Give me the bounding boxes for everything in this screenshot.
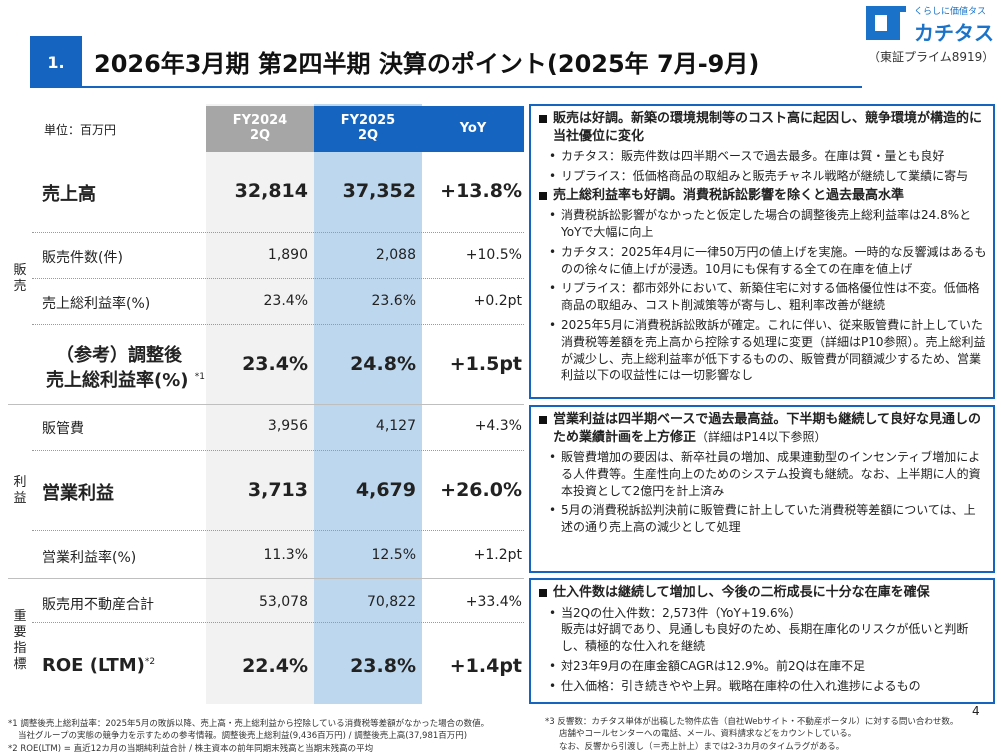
stock-listing: （東証プライム8919） — [868, 50, 995, 64]
footnotes-right: *3 反響数：カチタス単体が出稿した物件広告（自社Webサイト・不動産ポータル）… — [545, 717, 959, 752]
box-heading: 営業利益は四半期ベースで過去最高益。下半期も継続して良好な見通しのため業績計画を… — [537, 411, 987, 446]
bullet-item: 消費税訴訟影響がなかったと仮定した場合の調整後売上総利益率は24.8%とYoYで… — [537, 207, 987, 241]
value-yoy: +10.5% — [465, 247, 522, 263]
value-fy2025: 23.8% — [350, 655, 416, 677]
row-label: 売上総利益率(%) — [42, 296, 151, 312]
company-logo: くらしに価値タス カチタス — [860, 0, 1001, 50]
group-divider — [8, 578, 524, 579]
value-yoy: +1.2pt — [473, 547, 522, 563]
value-fy2024: 22.4% — [242, 655, 308, 677]
commentary-box-operating-income: 営業利益は四半期ベースで過去最高益。下半期も継続して良好な見通しのため業績計画を… — [529, 405, 995, 573]
row-label: ROE (LTM)*2 — [42, 655, 156, 676]
value-fy2024: 3,713 — [247, 479, 308, 501]
row-label: 売上高 — [42, 184, 96, 205]
bullet-item: カチタス：販売件数は四半期ベースで過去最多。在庫は質・量とも良好 — [537, 148, 987, 165]
box-heading: 販売は好調。新築の環境規制等のコスト高に起因し、競争環境が構造的に当社優位に変化 — [537, 110, 987, 145]
table-row-units-sold: 販売件数(件) 1,890 2,088 +10.5% — [32, 232, 524, 278]
bullet-item: 仕入価格：引き続きやや上昇。戦略在庫枠の仕入れ進捗によるもの — [537, 678, 987, 695]
row-label: 営業利益率(%) — [42, 550, 137, 566]
bullet-item: リプライス：低価格商品の取組みと販売チャネル戦略が継続して業績に寄与 — [537, 168, 987, 185]
logo-name: カチタス — [914, 21, 994, 45]
column-header-fy2024: FY2024 2Q — [206, 106, 314, 152]
commentary-box-sales: 販売は好調。新築の環境規制等のコスト高に起因し、競争環境が構造的に当社優位に変化… — [529, 104, 995, 399]
value-yoy: +4.3% — [474, 418, 522, 434]
table-row-gross-margin: 売上総利益率(%) 23.4% 23.6% +0.2pt — [32, 278, 524, 324]
financial-table: 単位：百万円 FY2024 2Q FY2025 2Q YoY 販 売 利 益 重… — [8, 104, 524, 704]
value-fy2024: 23.4% — [263, 293, 308, 309]
bullet-item: カチタス：2025年4月に一律50万円の値上げを実施。一時的な反響減はあるものの… — [537, 244, 987, 278]
table-row-operating-margin: 営業利益率(%) 11.3% 12.5% +1.2pt — [32, 530, 524, 578]
value-yoy: +33.4% — [465, 594, 522, 610]
group-label-profit: 利 益 — [13, 474, 27, 506]
bullet-continuation: 販売は好調であり、見通しも良好のため、長期在庫化のリスクが低いと判断し、積極的な… — [561, 622, 969, 654]
commentary-box-procurement: 仕入件数は継続して増加し、今後の二桁成長に十分な在庫を確保 当2Qの仕入件数：2… — [529, 578, 995, 704]
page-number: 4 — [972, 704, 980, 718]
row-label: 販管費 — [42, 421, 84, 437]
column-header-fy2025: FY2025 2Q — [314, 106, 422, 152]
table-row-adjusted-gross-margin: （参考）調整後 売上総利益率(%) *1 23.4% 24.8% +1.5pt — [32, 324, 524, 404]
bullet-item: リプライス：都市郊外において、新築住宅に対する価格優位性は不変。低価格商品の取組… — [537, 280, 987, 314]
value-fy2025: 70,822 — [367, 594, 416, 610]
value-yoy: +1.4pt — [449, 655, 522, 677]
group-label-key-metrics: 重 要 指 標 — [13, 608, 27, 673]
value-fy2024: 1,890 — [267, 247, 308, 263]
bullet-item: 5月の消費税訴訟判決前に販管費に計上していた消費税等差額については、上述の通り売… — [537, 502, 987, 536]
value-fy2024: 53,078 — [259, 594, 308, 610]
bullet-item: 対23年9月の在庫金額CAGRは12.9%。前2Qは在庫不足 — [537, 658, 987, 675]
unit-label: 単位：百万円 — [44, 123, 117, 137]
column-header-yoy: YoY — [422, 106, 524, 152]
value-fy2025: 37,352 — [342, 180, 416, 202]
row-label: （参考）調整後 売上総利益率(%) *1 — [46, 345, 206, 392]
table-row-sales: 売上高 32,814 37,352 +13.8% — [32, 154, 524, 232]
section-number: 1. — [30, 36, 82, 88]
page-title: 2026年3月期 第2四半期 決算のポイント(2025年 7月-9月) — [94, 50, 760, 78]
table-row-sga: 販管費 3,956 4,127 +4.3% — [32, 404, 524, 450]
bullet-item: 販管費増加の要因は、新卒社員の増加、成果連動型のインセンティブ増加による人件費等… — [537, 449, 987, 499]
value-yoy: +0.2pt — [473, 293, 522, 309]
bullet-item: 2025年5月に消費税訴訟敗訴が確定。これに伴い、従来販管費に計上していた消費税… — [537, 317, 987, 384]
value-yoy: +13.8% — [440, 180, 522, 202]
footnotes-left: *1 調整後売上総利益率：2025年5月の敗訴以降、売上高・売上総利益から控除し… — [8, 719, 490, 754]
value-fy2024: 32,814 — [234, 180, 308, 202]
kachitas-logo-icon — [866, 6, 906, 40]
group-label-sales: 販 売 — [13, 262, 27, 294]
row-label: 販売用不動産合計 — [42, 597, 154, 613]
table-row-real-estate-inventory: 販売用不動産合計 53,078 70,822 +33.4% — [32, 578, 524, 622]
value-yoy: +26.0% — [440, 479, 522, 501]
title-bar: 1. 2026年3月期 第2四半期 決算のポイント(2025年 7月-9月) — [30, 36, 862, 88]
box-heading: 仕入件数は継続して増加し、今後の二桁成長に十分な在庫を確保 — [537, 584, 987, 602]
bullet-item: 当2Qの仕入件数：2,573件（YoY+19.6%） — [537, 605, 987, 622]
box-heading: 売上総利益率も好調。消費税訴訟影響を除くと過去最高水準 — [537, 187, 987, 205]
value-yoy: +1.5pt — [449, 353, 522, 375]
group-divider — [8, 404, 524, 405]
row-label: 営業利益 — [42, 483, 114, 504]
table-row-operating-income: 営業利益 3,713 4,679 +26.0% — [32, 450, 524, 530]
table-row-roe: ROE (LTM)*2 22.4% 23.8% +1.4pt — [32, 622, 524, 704]
value-fy2024: 11.3% — [263, 547, 308, 563]
title-underline — [82, 86, 862, 88]
value-fy2025: 23.6% — [371, 293, 416, 309]
value-fy2025: 4,679 — [355, 479, 416, 501]
value-fy2025: 4,127 — [375, 418, 416, 434]
row-label: 販売件数(件) — [42, 250, 123, 266]
value-fy2024: 23.4% — [242, 353, 308, 375]
value-fy2025: 2,088 — [375, 247, 416, 263]
logo-tagline: くらしに価値タス — [914, 7, 987, 17]
value-fy2025: 24.8% — [350, 353, 416, 375]
value-fy2024: 3,956 — [267, 418, 308, 434]
value-fy2025: 12.5% — [371, 547, 416, 563]
